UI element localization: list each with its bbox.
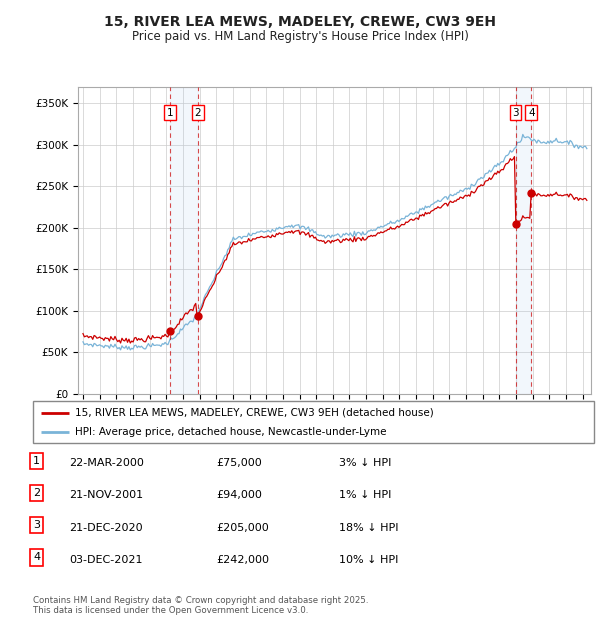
Text: 2: 2 — [33, 488, 40, 498]
Text: 18% ↓ HPI: 18% ↓ HPI — [339, 523, 398, 533]
Text: 1% ↓ HPI: 1% ↓ HPI — [339, 490, 391, 500]
Text: 15, RIVER LEA MEWS, MADELEY, CREWE, CW3 9EH: 15, RIVER LEA MEWS, MADELEY, CREWE, CW3 … — [104, 16, 496, 30]
Text: HPI: Average price, detached house, Newcastle-under-Lyme: HPI: Average price, detached house, Newc… — [75, 427, 386, 437]
Text: 15, RIVER LEA MEWS, MADELEY, CREWE, CW3 9EH (detached house): 15, RIVER LEA MEWS, MADELEY, CREWE, CW3 … — [75, 408, 434, 418]
Text: 10% ↓ HPI: 10% ↓ HPI — [339, 555, 398, 565]
Text: 3: 3 — [512, 107, 519, 118]
Text: 4: 4 — [528, 107, 535, 118]
Text: 22-MAR-2000: 22-MAR-2000 — [69, 458, 144, 468]
Text: 3% ↓ HPI: 3% ↓ HPI — [339, 458, 391, 468]
Text: Price paid vs. HM Land Registry's House Price Index (HPI): Price paid vs. HM Land Registry's House … — [131, 30, 469, 43]
Text: 3: 3 — [33, 520, 40, 530]
Text: £75,000: £75,000 — [216, 458, 262, 468]
Text: 21-DEC-2020: 21-DEC-2020 — [69, 523, 143, 533]
Text: £242,000: £242,000 — [216, 555, 269, 565]
Text: 21-NOV-2001: 21-NOV-2001 — [69, 490, 143, 500]
Text: 2: 2 — [194, 107, 201, 118]
Bar — [515, 87, 532, 394]
Text: 4: 4 — [33, 552, 40, 562]
FancyBboxPatch shape — [33, 401, 594, 443]
Text: £94,000: £94,000 — [216, 490, 262, 500]
Text: 03-DEC-2021: 03-DEC-2021 — [69, 555, 143, 565]
Text: Contains HM Land Registry data © Crown copyright and database right 2025.
This d: Contains HM Land Registry data © Crown c… — [33, 596, 368, 615]
Text: £205,000: £205,000 — [216, 523, 269, 533]
Text: 1: 1 — [167, 107, 173, 118]
Text: 1: 1 — [33, 456, 40, 466]
Bar — [170, 87, 198, 394]
